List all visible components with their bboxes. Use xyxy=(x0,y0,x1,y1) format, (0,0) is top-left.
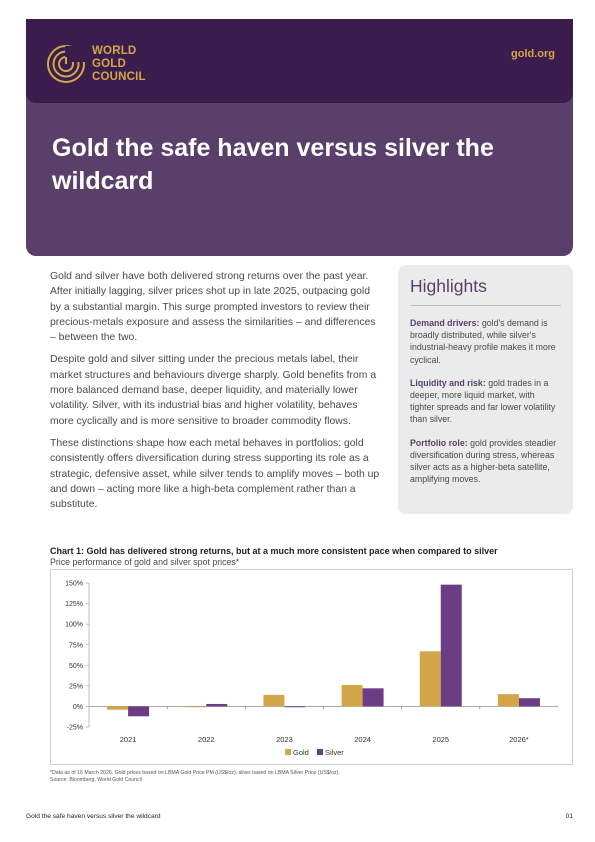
x-tick-label: 2021 xyxy=(120,735,137,744)
title-band: Gold the safe haven versus silver the wi… xyxy=(26,90,573,256)
y-tick-label: 125% xyxy=(65,601,83,608)
highlight-heading: Portfolio role: xyxy=(410,437,468,448)
highlight-text: gold provides steadier diversification d… xyxy=(410,437,557,485)
highlight-portfolio-role: Portfolio role: gold provides steadier d… xyxy=(410,437,561,486)
paragraph-2: Despite gold and silver sitting under th… xyxy=(50,354,377,427)
paragraph-3: These distinctions shape how each metal … xyxy=(50,437,380,511)
x-tick-label: 2025 xyxy=(432,735,449,744)
paragraph-1: Gold and silver have both delivered stro… xyxy=(50,271,376,344)
bar-gold-2022 xyxy=(185,706,207,708)
legend-label-silver: Silver xyxy=(325,748,344,757)
page-number: 01 xyxy=(565,813,573,820)
y-tick-label: 150% xyxy=(65,581,83,588)
footer-document-title: Gold the safe haven versus silver the wi… xyxy=(26,813,161,820)
y-tick-label: 100% xyxy=(65,622,83,629)
highlight-heading: Demand drivers: xyxy=(410,318,480,328)
world-gold-council-logo-icon xyxy=(47,45,86,83)
highlight-heading: Liquidity and risk: xyxy=(410,377,486,388)
bar-gold-2025 xyxy=(419,651,441,707)
body-text: Gold and silver have both delivered stro… xyxy=(50,269,382,519)
bar-chart: -25% 0% 25% 50% 75% 100% 125% 150% 2021 2022 2023 2… xyxy=(65,581,558,757)
y-tick-label: 25% xyxy=(69,683,83,690)
brand-name: WORLD GOLD COUNCIL xyxy=(92,45,146,84)
bar-silver-2025 xyxy=(440,584,462,707)
bar-silver-2026 xyxy=(518,698,540,707)
page-title: Gold the safe haven versus silver the wi… xyxy=(52,134,494,195)
y-tick-label: -25% xyxy=(67,725,83,732)
x-tick-label: 2022 xyxy=(198,735,215,744)
brand-line-3: COUNCIL xyxy=(92,71,146,83)
bar-gold-2021 xyxy=(107,706,129,710)
x-tick-label: 2026* xyxy=(509,735,529,744)
highlight-text: gold's demand is broadly distributed, wh… xyxy=(410,318,556,365)
site-link[interactable]: gold.org xyxy=(511,48,555,60)
bar-gold-2023 xyxy=(263,694,285,707)
y-tick-label: 50% xyxy=(69,663,83,670)
highlights-box: Highlights Demand drivers: gold's demand… xyxy=(398,265,573,514)
bar-gold-2024 xyxy=(341,685,363,707)
bar-gold-2026 xyxy=(497,694,519,707)
highlights-divider xyxy=(410,305,561,306)
footnote-data-note: *Data as of 16 March 2026. Gold prices b… xyxy=(50,770,340,776)
y-tick-label: 0% xyxy=(73,704,83,711)
highlights-title: Highlights xyxy=(410,276,487,296)
footnote-source: Source: Bloomberg, World Gold Council xyxy=(50,777,142,784)
legend-label-gold: Gold xyxy=(293,748,309,757)
chart-title: Chart 1: Gold has delivered strong retur… xyxy=(50,546,498,556)
legend-swatch-silver xyxy=(317,749,323,755)
bar-silver-2024 xyxy=(362,688,384,707)
header-bar: WORLD GOLD COUNCIL gold.org xyxy=(26,19,573,103)
legend-swatch-gold xyxy=(285,749,291,755)
chart-footnote: *Data as of 16 March 2026. Gold prices b… xyxy=(50,770,340,785)
y-tick-label: 75% xyxy=(69,642,83,649)
highlight-liquidity-risk: Liquidity and risk: gold trades in a dee… xyxy=(410,377,561,426)
chart-container: -25% 0% 25% 50% 75% 100% 125% 150% 2021 2022 2023 2… xyxy=(50,569,573,765)
bar-silver-2021 xyxy=(128,706,150,717)
brand-line-1: WORLD xyxy=(92,45,137,57)
highlight-demand-drivers: Demand drivers: gold's demand is broadly… xyxy=(410,317,561,366)
brand-line-2: GOLD xyxy=(92,58,127,70)
bar-silver-2022 xyxy=(206,703,228,707)
highlight-text: gold trades in a deeper, more liquid mar… xyxy=(410,377,556,425)
x-tick-label: 2024 xyxy=(354,735,371,744)
chart-subtitle: Price performance of gold and silver spo… xyxy=(50,557,240,567)
x-tick-label: 2023 xyxy=(276,735,293,744)
bar-silver-2023 xyxy=(284,706,306,708)
